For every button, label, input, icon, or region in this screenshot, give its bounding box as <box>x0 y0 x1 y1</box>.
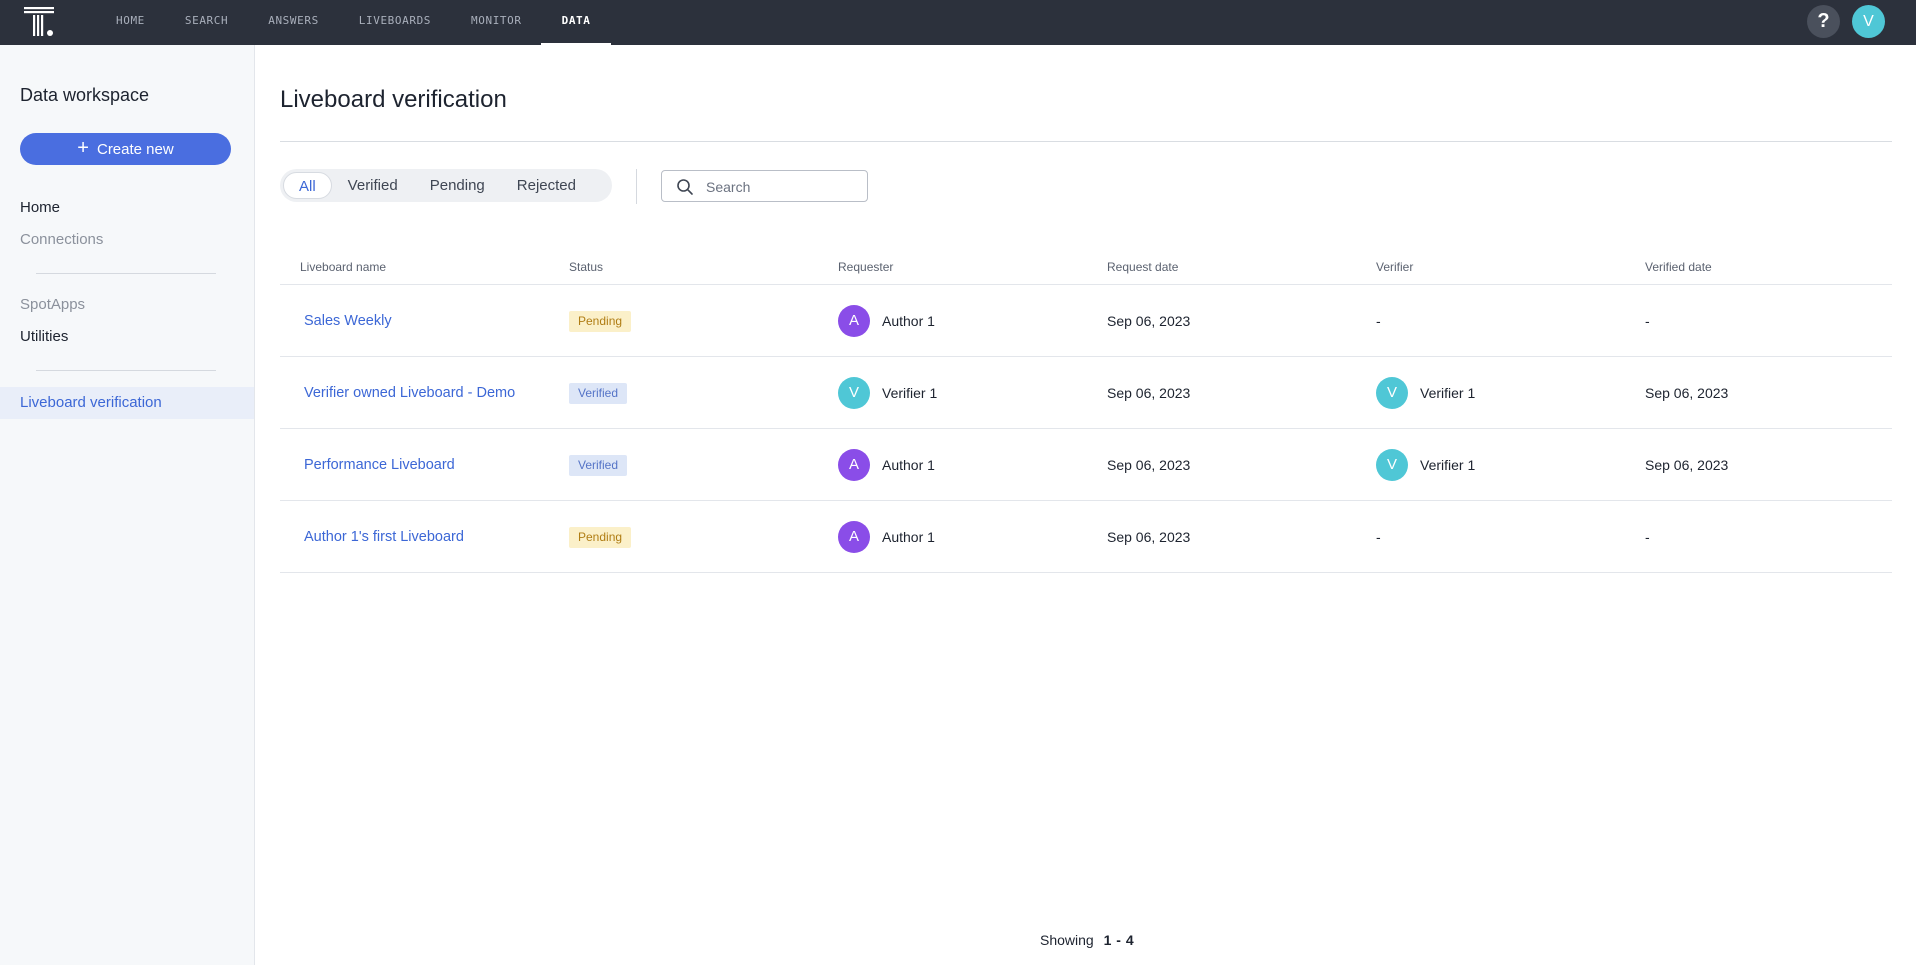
help-button[interactable]: ? <box>1807 5 1840 38</box>
requester-name: Author 1 <box>882 457 935 473</box>
verified-date: Sep 06, 2023 <box>1645 457 1729 473</box>
nav-search[interactable]: SEARCH <box>184 14 229 27</box>
showing-range: 1 - 4 <box>1103 932 1135 948</box>
filter-divider <box>636 169 637 204</box>
table-row[interactable]: Performance Liveboard Verified A Author … <box>280 429 1892 501</box>
sidebar-divider <box>36 273 216 274</box>
sidebar: Data workspace + Create new Home Connect… <box>0 45 255 965</box>
nav-answers[interactable]: ANSWERS <box>268 14 319 27</box>
table-row[interactable]: Verifier owned Liveboard - Demo Verified… <box>280 357 1892 429</box>
create-new-button[interactable]: + Create new <box>20 133 231 165</box>
avatar: A <box>838 521 870 553</box>
status-badge: Verified <box>569 454 628 476</box>
verifier-name: Verifier 1 <box>1420 385 1476 401</box>
verified-date: Sep 06, 2023 <box>1645 385 1729 401</box>
liveboard-name-link[interactable]: Performance Liveboard <box>304 457 455 473</box>
sidebar-item-home[interactable]: Home <box>20 199 61 216</box>
create-new-label: Create new <box>96 140 174 158</box>
filter-all[interactable]: All <box>283 172 332 199</box>
nav-liveboards[interactable]: LIVEBOARDS <box>358 14 432 27</box>
filter-verified[interactable]: Verified <box>347 177 398 194</box>
status-badge: Pending <box>569 526 632 548</box>
liveboard-name-link[interactable]: Author 1's first Liveboard <box>304 529 464 545</box>
requester-name: Author 1 <box>882 313 935 329</box>
column-header-request-date[interactable]: Request date <box>1107 260 1179 274</box>
column-header-requester[interactable]: Requester <box>838 260 894 274</box>
verification-table: Liveboard name Status Requester Request … <box>280 255 1892 573</box>
showing-label: Showing <box>1040 932 1094 948</box>
table-header: Liveboard name Status Requester Request … <box>280 255 1892 285</box>
column-header-verifier[interactable]: Verifier <box>1376 260 1414 274</box>
verifier-name: Verifier 1 <box>1420 457 1476 473</box>
sidebar-item-label: Liveboard verification <box>20 394 162 411</box>
liveboard-name-link[interactable]: Sales Weekly <box>304 313 392 329</box>
plus-icon: + <box>77 137 89 159</box>
avatar: V <box>1376 449 1408 481</box>
request-date: Sep 06, 2023 <box>1107 313 1191 329</box>
status-badge: Pending <box>569 310 632 332</box>
request-date: Sep 06, 2023 <box>1107 385 1191 401</box>
request-date: Sep 06, 2023 <box>1107 529 1191 545</box>
column-header-status[interactable]: Status <box>569 260 604 274</box>
nav-data[interactable]: DATA <box>540 0 612 45</box>
liveboard-name-link[interactable]: Verifier owned Liveboard - Demo <box>304 385 516 401</box>
pagination-summary: Showing 1 - 4 <box>1040 932 1134 948</box>
verified-date: - <box>1645 529 1650 545</box>
sidebar-item-connections[interactable]: Connections <box>20 231 104 248</box>
title-divider <box>280 141 1892 142</box>
request-date: Sep 06, 2023 <box>1107 457 1191 473</box>
sidebar-item-utilities[interactable]: Utilities <box>20 328 69 345</box>
verifier-name: - <box>1376 529 1381 545</box>
column-header-name[interactable]: Liveboard name <box>300 260 387 274</box>
search-placeholder: Search <box>706 179 751 195</box>
verified-date: - <box>1645 313 1650 329</box>
requester-name: Author 1 <box>882 529 935 545</box>
user-avatar[interactable]: V <box>1852 5 1885 38</box>
sidebar-divider <box>36 370 216 371</box>
table-row[interactable]: Author 1's first Liveboard Pending A Aut… <box>280 501 1892 573</box>
avatar: V <box>838 377 870 409</box>
avatar: A <box>838 305 870 337</box>
sidebar-item-liveboard-verification[interactable]: Liveboard verification <box>0 387 254 419</box>
requester-name: Verifier 1 <box>882 385 938 401</box>
avatar: V <box>1376 377 1408 409</box>
top-navigation-bar: HOME SEARCH ANSWERS LIVEBOARDS MONITOR D… <box>0 0 1916 45</box>
avatar: A <box>838 449 870 481</box>
status-badge: Verified <box>569 382 628 404</box>
filter-pending[interactable]: Pending <box>429 177 485 194</box>
search-icon <box>677 179 693 195</box>
verifier-name: - <box>1376 313 1381 329</box>
thoughtspot-logo-icon[interactable] <box>24 7 56 37</box>
sidebar-title: Data workspace <box>20 85 150 105</box>
sidebar-item-spotapps[interactable]: SpotApps <box>20 296 86 313</box>
column-header-verified-date[interactable]: Verified date <box>1645 260 1712 274</box>
main-nav: HOME SEARCH ANSWERS LIVEBOARDS MONITOR D… <box>116 0 630 45</box>
nav-home[interactable]: HOME <box>116 14 145 27</box>
search-input[interactable]: Search <box>661 170 868 202</box>
filter-rejected[interactable]: Rejected <box>516 177 576 194</box>
page-title: Liveboard verification <box>280 86 507 113</box>
nav-monitor[interactable]: MONITOR <box>471 14 522 27</box>
status-filter-group: All Verified Pending Rejected <box>280 169 612 202</box>
table-row[interactable]: Sales Weekly Pending A Author 1 Sep 06, … <box>280 285 1892 357</box>
